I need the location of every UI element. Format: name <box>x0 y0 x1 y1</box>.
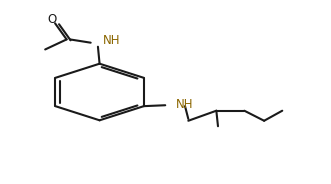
Text: NH: NH <box>176 98 194 111</box>
Text: O: O <box>47 13 56 26</box>
Text: NH: NH <box>103 34 120 47</box>
